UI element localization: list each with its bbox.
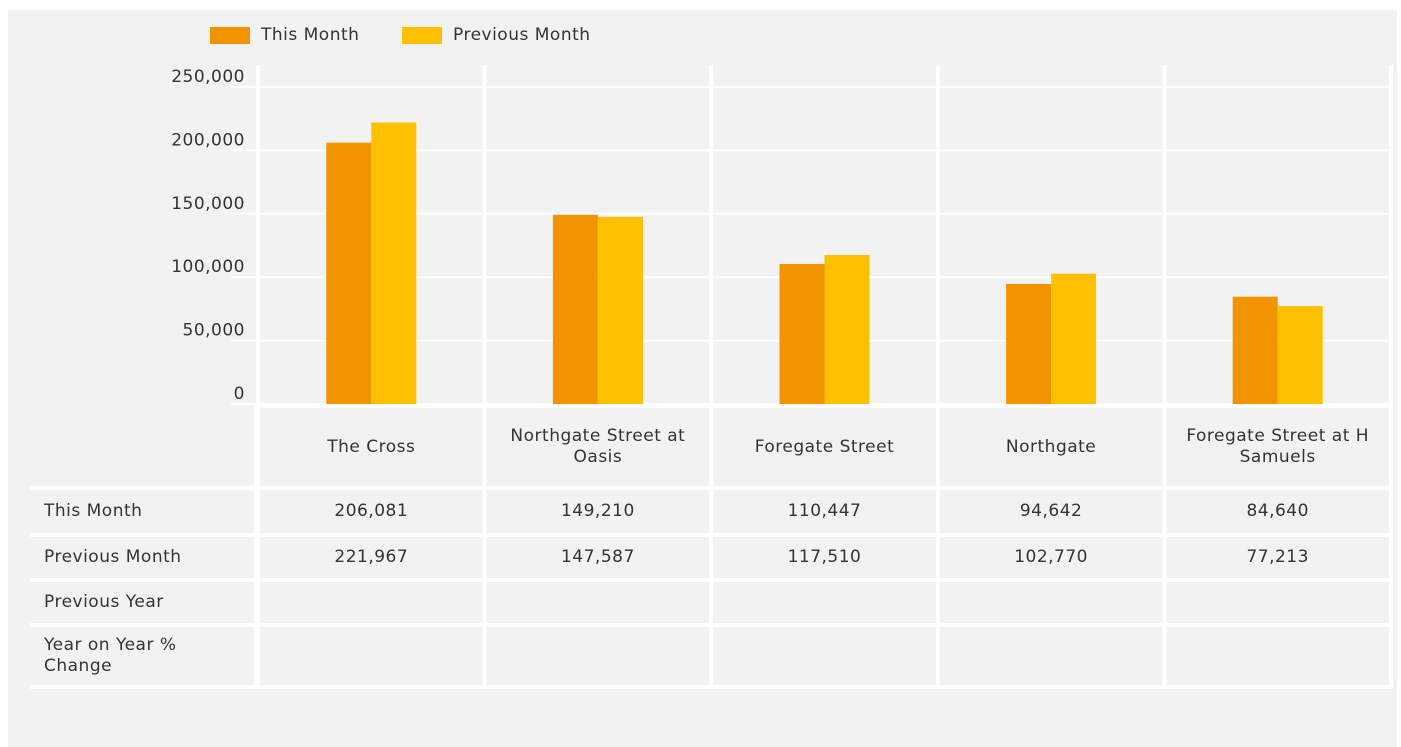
row-divider: [30, 486, 1391, 490]
column-divider: [482, 65, 487, 687]
axis-line: [258, 404, 1391, 408]
legend-label: This Month: [260, 25, 359, 45]
column-divider: [254, 404, 258, 687]
y-tick-label: 0: [234, 384, 245, 404]
category-label: Northgate Street at Oasis: [510, 426, 686, 467]
bar: [326, 142, 372, 405]
row-divider: [30, 533, 1391, 537]
table-cell: 77,213: [1246, 547, 1309, 567]
column-divider: [1162, 65, 1167, 687]
y-tick-label: 150,000: [171, 194, 245, 214]
category-label: Foregate Street at H Samuels: [1186, 426, 1370, 467]
legend-swatch: [210, 27, 250, 44]
legend-label: Previous Month: [453, 25, 591, 45]
category-label: Foregate Street: [754, 436, 895, 457]
row-label: Previous Month: [44, 547, 182, 567]
bar: [1277, 306, 1323, 404]
table-cell: 94,642: [1019, 500, 1083, 521]
y-tick-label: 50,000: [183, 321, 245, 341]
bar: [779, 263, 825, 404]
table-cell: 149,210: [560, 500, 635, 521]
row-label: This Month: [44, 500, 143, 521]
bar: [1232, 296, 1278, 404]
row-label: Year on Year % Change: [44, 635, 177, 676]
table-cell: 147,587: [560, 547, 635, 567]
table-cell: 221,967: [334, 547, 409, 567]
table-cell: 102,770: [1014, 547, 1088, 567]
bar: [1051, 273, 1097, 404]
legend-swatch: [402, 27, 442, 44]
category-label: Northgate: [1005, 436, 1097, 457]
table-cell: 206,081: [334, 500, 409, 521]
table-cell: 117,510: [787, 547, 862, 567]
row-label: Previous Year: [44, 592, 164, 612]
table-cell: 110,447: [787, 500, 862, 521]
bar: [824, 254, 870, 404]
column-divider: [1389, 65, 1393, 687]
column-divider: [935, 65, 940, 687]
y-tick-label: 250,000: [171, 67, 245, 87]
category-label: The Cross: [327, 436, 416, 457]
bar: [597, 216, 643, 404]
table-cell: 84,640: [1246, 500, 1309, 521]
y-tick-label: 100,000: [171, 257, 245, 277]
row-divider: [30, 623, 1391, 627]
row-divider: [30, 578, 1391, 582]
bar: [371, 122, 417, 405]
column-divider: [256, 65, 260, 687]
y-tick-label: 200,000: [171, 130, 245, 150]
row-divider: [30, 685, 1391, 689]
bar: [552, 214, 598, 404]
column-divider: [709, 65, 714, 687]
bar: [1006, 283, 1052, 404]
